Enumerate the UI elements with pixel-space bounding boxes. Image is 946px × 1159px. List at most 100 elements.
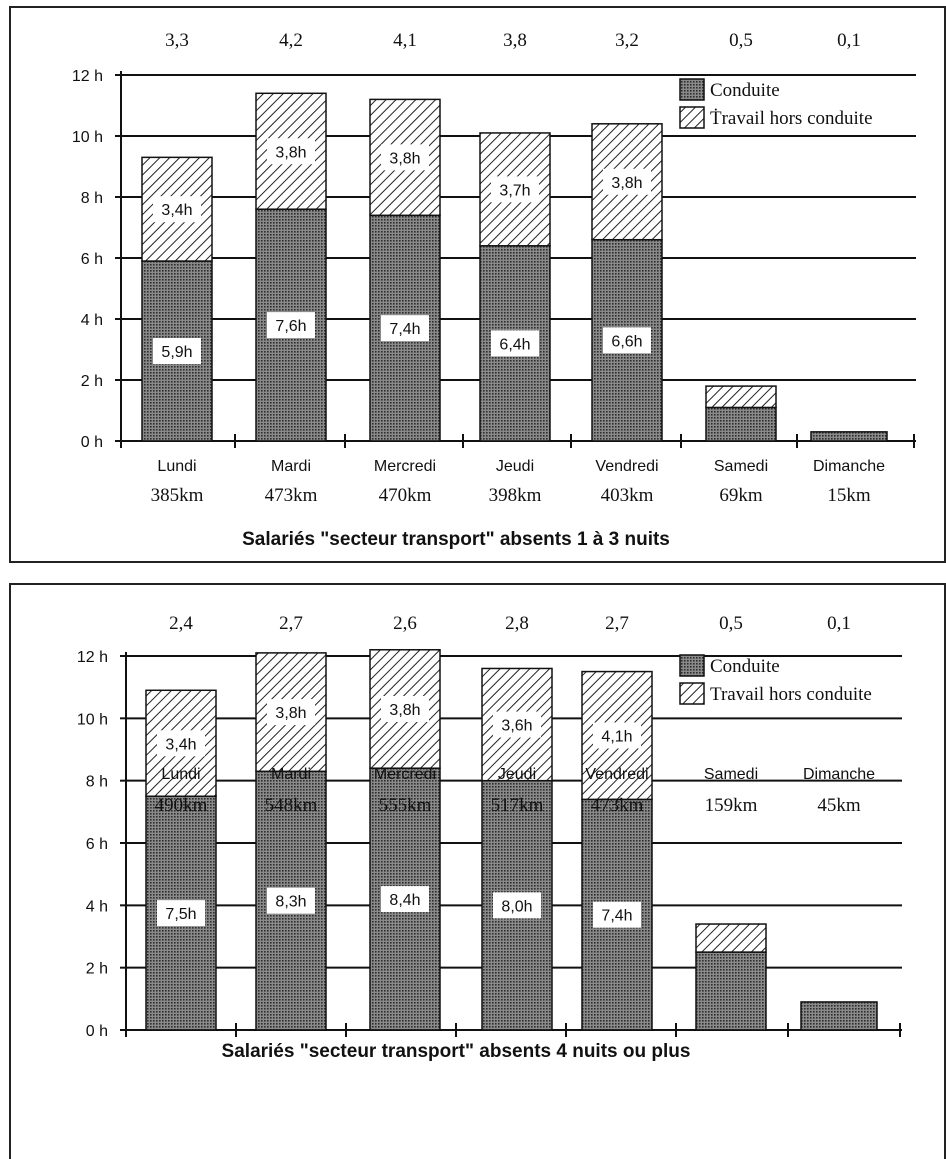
legend-swatch-conduite xyxy=(679,78,705,101)
data-label-conduite: 7,4h xyxy=(389,321,420,338)
data-label-bg xyxy=(157,900,205,927)
data-label-bg xyxy=(593,901,641,928)
top-value-label: 0,1 xyxy=(827,613,851,634)
category-label: Dimanche xyxy=(803,766,875,783)
data-label-conduite: 7,5h xyxy=(165,906,196,923)
category-label: Mardi xyxy=(271,458,311,475)
data-label-bg xyxy=(491,330,539,357)
chart-title: Salariés "secteur transport" absents 4 n… xyxy=(222,1041,691,1062)
top-value-label: 0,1 xyxy=(837,30,861,51)
data-label-hors-conduite: 4,1h xyxy=(601,728,632,745)
data-label-bg xyxy=(593,722,641,749)
top-value-label: 2,6 xyxy=(393,613,417,634)
data-label-bg xyxy=(381,695,429,722)
category-label: Mercredi xyxy=(374,458,436,475)
data-label-conduite: 8,4h xyxy=(389,892,420,909)
y-tick-label: 8 h xyxy=(81,190,103,207)
y-tick-label: 0 h xyxy=(81,434,103,451)
distance-label: 473km xyxy=(591,795,644,816)
category-label: Samedi xyxy=(714,458,768,475)
data-label-hors-conduite: 3,8h xyxy=(389,150,420,167)
top-value-label: 0,5 xyxy=(719,613,743,634)
category-label: Dimanche xyxy=(813,458,885,475)
legend-label-conduite: Conduite xyxy=(710,80,780,101)
chart-title: Salariés "secteur transport" absents 1 à… xyxy=(242,529,670,550)
data-label-conduite: 6,4h xyxy=(499,336,530,353)
top-value-label: 3,3 xyxy=(165,30,189,51)
y-tick-label: 8 h xyxy=(86,774,108,791)
distance-label: 470km xyxy=(379,485,432,506)
data-label-conduite: 8,0h xyxy=(501,898,532,915)
top-value-label: 2,7 xyxy=(279,613,303,634)
data-label-bg xyxy=(381,886,429,913)
y-tick-label: 10 h xyxy=(72,129,103,146)
y-tick-label: 0 h xyxy=(86,1023,108,1040)
category-label: Lundi xyxy=(161,766,200,783)
category-label: Jeudi xyxy=(496,458,534,475)
top-value-label: 2,8 xyxy=(505,613,529,634)
distance-label: 398km xyxy=(489,485,542,506)
distance-label: 490km xyxy=(155,795,208,816)
data-label-bg xyxy=(153,196,201,223)
data-label-hors-conduite: 3,6h xyxy=(501,718,532,735)
y-tick-label: 2 h xyxy=(86,961,108,978)
distance-label: 548km xyxy=(265,795,318,816)
top-value-label: 3,2 xyxy=(615,30,639,51)
data-label-hors-conduite: 3,7h xyxy=(499,182,530,199)
data-label-bg xyxy=(267,699,315,726)
distance-label: 403km xyxy=(601,485,654,506)
bar-hors-conduite-samedi xyxy=(695,923,767,953)
data-label-bg xyxy=(603,168,651,195)
distance-label: 69km xyxy=(719,485,763,506)
category-label: Lundi xyxy=(157,458,196,475)
y-tick-label: 6 h xyxy=(81,251,103,268)
distance-label: 15km xyxy=(827,485,871,506)
bar-conduite-dimanche xyxy=(800,1001,878,1031)
top-value-label: 0,5 xyxy=(729,30,753,51)
distance-label: 385km xyxy=(151,485,204,506)
y-tick-label: 6 h xyxy=(86,836,108,853)
top-value-label: 3,8 xyxy=(503,30,527,51)
top-value-label: 2,7 xyxy=(605,613,629,634)
category-label: Jeudi xyxy=(498,766,536,783)
data-label-hors-conduite: 3,8h xyxy=(389,702,420,719)
data-label-bg xyxy=(493,892,541,919)
bar-conduite-samedi xyxy=(695,951,767,1031)
distance-label: 159km xyxy=(705,795,758,816)
y-tick-label: 12 h xyxy=(72,68,103,85)
top-value-label: 2,4 xyxy=(169,613,193,634)
bar-hors-conduite-samedi xyxy=(705,385,777,409)
data-label-hors-conduite: 3,8h xyxy=(611,175,642,192)
top-value-label: 4,1 xyxy=(393,30,417,51)
data-label-bg xyxy=(157,730,205,757)
legend-label-hors-conduite: Ṫravail hors conduite xyxy=(710,108,873,129)
data-label-bg xyxy=(267,312,315,339)
data-label-bg xyxy=(603,327,651,354)
data-label-bg xyxy=(267,887,315,914)
distance-label: 517km xyxy=(491,795,544,816)
data-label-conduite: 8,3h xyxy=(275,894,306,911)
y-tick-label: 10 h xyxy=(77,711,108,728)
distance-label: 473km xyxy=(265,485,318,506)
y-tick-label: 12 h xyxy=(77,649,108,666)
data-label-conduite: 7,6h xyxy=(275,318,306,335)
category-label: Samedi xyxy=(704,766,758,783)
data-label-hors-conduite: 3,8h xyxy=(275,705,306,722)
data-label-conduite: 7,4h xyxy=(601,908,632,925)
category-label: Mercredi xyxy=(374,766,436,783)
data-label-bg xyxy=(491,176,539,203)
top-value-label: 4,2 xyxy=(279,30,303,51)
legend-swatch-hors-conduite xyxy=(679,682,705,705)
category-label: Vendredi xyxy=(585,766,648,783)
data-label-bg xyxy=(381,315,429,342)
category-label: Mardi xyxy=(271,766,311,783)
data-label-bg xyxy=(381,144,429,171)
data-label-hors-conduite: 3,4h xyxy=(165,736,196,753)
legend-label-hors-conduite: Travail hors conduite xyxy=(710,684,872,705)
distance-label: 45km xyxy=(817,795,861,816)
data-label-conduite: 6,6h xyxy=(611,333,642,350)
bar-conduite-dimanche xyxy=(810,431,888,442)
data-label-bg xyxy=(493,711,541,738)
y-tick-label: 4 h xyxy=(81,312,103,329)
